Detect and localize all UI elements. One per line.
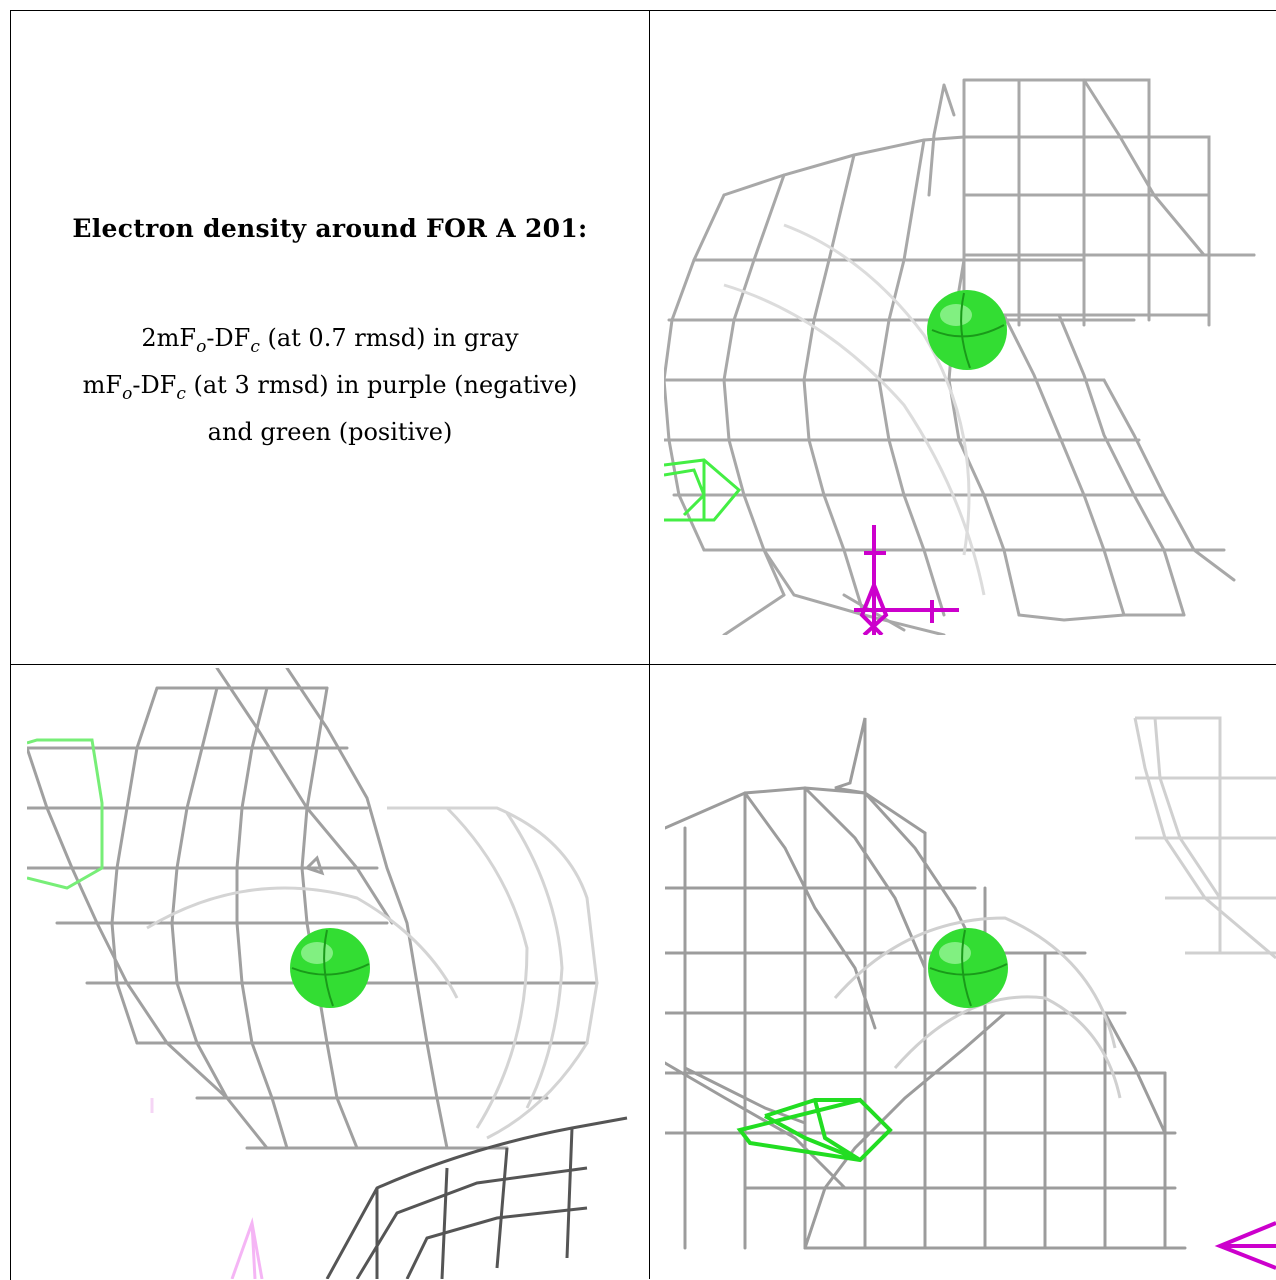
gray-mesh — [27, 668, 599, 1150]
positive-difference-mesh — [736, 1097, 893, 1163]
caption-title: Electron density around FOR A 201: — [72, 214, 588, 243]
positive-difference-mesh — [664, 458, 742, 522]
figure-table — [10, 10, 1276, 1280]
caption-description: 2mFo-DFc (at 0.7 rmsd) in gray mFo-DFc (… — [11, 319, 649, 451]
faded-mesh — [146, 806, 599, 1140]
density-view-3 — [665, 668, 1276, 1279]
cell-divider-vertical — [649, 10, 650, 1279]
caption-line-1: 2mFo-DFc (at 0.7 rmsd) in gray — [141, 324, 519, 357]
negative-difference-mesh — [854, 525, 959, 635]
caption-line-3: and green (positive) — [207, 417, 453, 446]
density-mesh-2 — [27, 668, 628, 1279]
atom-sphere — [290, 928, 370, 1008]
caption-line-2: mFo-DFc (at 3 rmsd) in purple (negative) — [82, 370, 578, 404]
density-view-2 — [27, 668, 637, 1279]
positive-difference-mesh — [27, 738, 104, 890]
atom-sphere — [928, 928, 1008, 1008]
density-mesh-3 — [665, 716, 1276, 1270]
cell-divider-horizontal — [10, 664, 1276, 665]
faded-mesh — [723, 223, 986, 596]
gray-mesh — [665, 717, 1187, 1250]
negative-difference-mesh — [150, 1098, 264, 1279]
density-view-1 — [664, 75, 1264, 635]
caption-cell: Electron density around FOR A 201: 2mFo-… — [11, 11, 649, 664]
atom-sphere — [927, 290, 1007, 370]
lower-mesh — [325, 1116, 628, 1279]
negative-difference-mesh — [1214, 1221, 1276, 1270]
faded-mesh — [833, 716, 1276, 1099]
gray-mesh — [664, 78, 1256, 635]
density-mesh-1 — [664, 78, 1256, 635]
